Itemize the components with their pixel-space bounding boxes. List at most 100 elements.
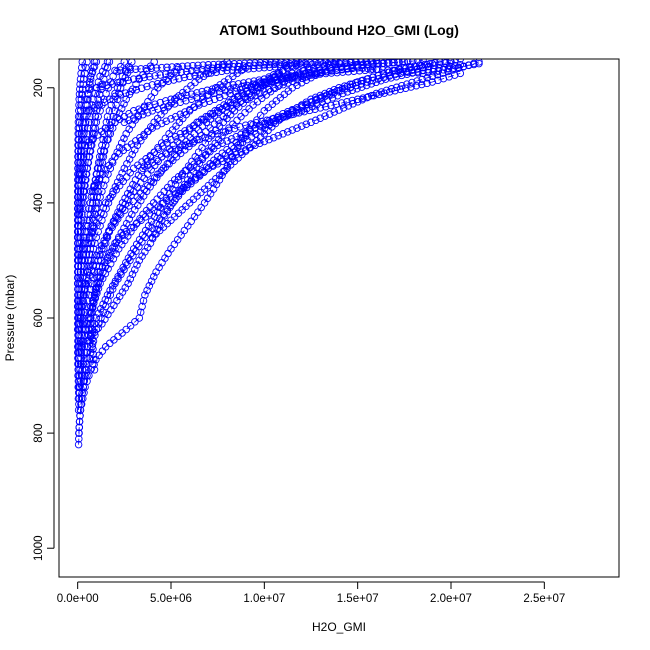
- data-point: [260, 137, 269, 146]
- data-point: [75, 210, 84, 219]
- data-point: [331, 59, 340, 66]
- data-point: [74, 141, 82, 150]
- data-point: [217, 67, 226, 76]
- data-point: [73, 268, 82, 276]
- data-point: [103, 291, 112, 299]
- data-point: [223, 108, 232, 117]
- data-point: [94, 187, 102, 196]
- data-point: [153, 79, 162, 88]
- data-point: [352, 81, 360, 90]
- data-point: [101, 315, 109, 323]
- data-point: [312, 68, 320, 77]
- y-tick-label: 1000: [33, 535, 45, 561]
- data-point: [237, 135, 245, 143]
- data-point: [85, 118, 93, 127]
- data-point: [80, 245, 88, 253]
- data-point: [219, 128, 228, 136]
- data-point: [363, 78, 371, 86]
- data-point: [74, 285, 82, 293]
- y-axis: 200 400 600 800 1000: [33, 78, 55, 561]
- data-point: [225, 124, 233, 132]
- data-point: [194, 126, 203, 134]
- plot-frame: [58, 58, 620, 578]
- data-point: [175, 74, 183, 83]
- data-point: [161, 134, 170, 143]
- data-point: [325, 90, 334, 99]
- data-point: [73, 233, 82, 242]
- data-point: [111, 277, 120, 285]
- data-point: [86, 199, 95, 207]
- data-point: [94, 158, 103, 167]
- data-point: [396, 69, 405, 77]
- data-point: [88, 233, 96, 242]
- data-point: [106, 339, 114, 348]
- data-point: [193, 93, 201, 102]
- data-point: [90, 360, 98, 369]
- data-point: [120, 164, 129, 173]
- data-point: [91, 294, 100, 303]
- data-point: [89, 124, 98, 132]
- data-point: [87, 239, 95, 247]
- data-point: [266, 77, 274, 85]
- data-point: [95, 90, 104, 99]
- data-point: [127, 87, 135, 96]
- data-point: [362, 59, 370, 65]
- data-point: [199, 61, 207, 69]
- data-point: [83, 371, 91, 380]
- data-point: [94, 324, 102, 332]
- data-point: [95, 176, 104, 184]
- data-point: [86, 80, 94, 88]
- data-point: [143, 286, 151, 295]
- data-point: [449, 64, 458, 72]
- data-point: [80, 389, 88, 397]
- data-point: [80, 124, 89, 132]
- data-point: [329, 59, 338, 68]
- data-point: [215, 176, 224, 184]
- data-point: [228, 105, 236, 113]
- data-point: [93, 164, 102, 173]
- data-point: [113, 67, 121, 76]
- data-point: [115, 143, 124, 152]
- data-point: [212, 68, 221, 76]
- data-point: [86, 309, 95, 317]
- data-point: [109, 282, 117, 290]
- series-line: [142, 73, 461, 169]
- data-point: [91, 176, 100, 184]
- data-point: [84, 90, 93, 99]
- data-point: [215, 116, 223, 125]
- data-point: [396, 85, 405, 94]
- data-point: [82, 233, 90, 242]
- data-point: [86, 314, 95, 322]
- data-point: [310, 70, 319, 79]
- data-point: [142, 64, 150, 73]
- data-point: [439, 66, 448, 74]
- x-tick-label: 0.0e+00: [57, 593, 99, 605]
- data-point: [374, 75, 382, 83]
- y-tick-label: 200: [33, 78, 45, 97]
- data-point: [74, 343, 82, 351]
- data-point: [347, 59, 355, 66]
- data-point: [82, 170, 90, 178]
- data-point: [118, 169, 126, 177]
- data-point: [86, 320, 94, 328]
- data-point: [230, 60, 239, 68]
- data-point: [79, 296, 88, 305]
- data-point: [300, 107, 309, 116]
- data-point: [85, 85, 94, 93]
- data-point: [307, 98, 315, 106]
- data-point: [417, 80, 426, 89]
- data-point: [169, 76, 178, 84]
- data-point: [316, 104, 325, 112]
- data-point: [76, 80, 84, 88]
- data-point: [271, 76, 280, 84]
- data-point: [131, 65, 140, 73]
- data-point: [77, 158, 85, 167]
- data-point: [233, 116, 241, 125]
- data-point: [91, 112, 100, 121]
- data-point: [187, 67, 196, 75]
- x-tick-label: 5.0e+06: [150, 593, 192, 605]
- series-30: [176, 59, 455, 196]
- data-point: [148, 81, 157, 89]
- data-point: [167, 147, 175, 155]
- data-point: [83, 216, 91, 224]
